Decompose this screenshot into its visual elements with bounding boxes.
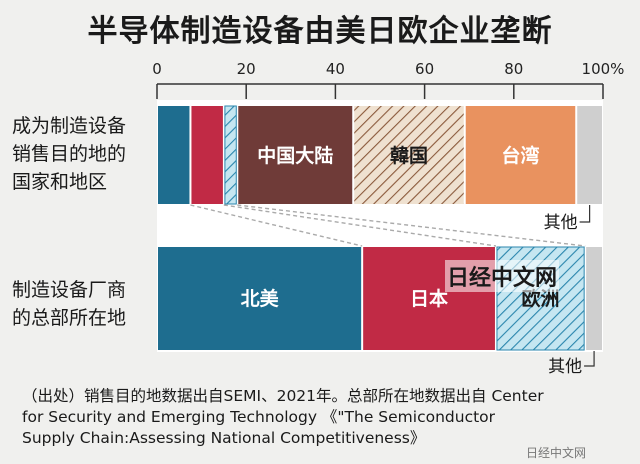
connector-line xyxy=(237,204,586,247)
row1-label: 成为制造设备 销售目的地的 国家和地区 xyxy=(12,115,127,193)
other-label: 其他 xyxy=(544,213,578,233)
row1-segment xyxy=(354,106,464,204)
other-callout-line xyxy=(584,351,595,367)
segment-label: 欧洲 xyxy=(522,287,560,310)
x-tick-label: 20 xyxy=(237,60,256,78)
segment-label: 台湾 xyxy=(501,144,539,167)
source-line-3: Supply Chain:Assessing National Competit… xyxy=(22,429,426,447)
row2-segment xyxy=(158,247,362,350)
connector-line xyxy=(223,204,497,247)
watermark: 日经中文网 xyxy=(445,260,560,292)
segment-label: 韓国 xyxy=(390,144,428,167)
x-tick-label: 80 xyxy=(504,60,523,78)
chart-title: 半导体制造设备由美日欧企业垄断 xyxy=(87,14,553,49)
other-callout-line xyxy=(579,205,591,223)
segment-label: 北美 xyxy=(241,287,280,310)
row1-segment xyxy=(158,106,190,204)
watermark-small: 日经中文网 xyxy=(526,446,587,460)
source-line-2: for Security and Emerging Technology 《"T… xyxy=(22,408,496,426)
row2-segment xyxy=(586,247,602,350)
x-tick-label: 40 xyxy=(326,60,345,78)
row1-segment xyxy=(465,106,576,204)
row1-segment xyxy=(577,106,602,204)
other-label: 其他 xyxy=(548,357,582,377)
segment-label: 中国大陆 xyxy=(257,144,333,167)
row1-segment xyxy=(224,105,237,205)
row1-segment xyxy=(191,106,223,204)
connector-line xyxy=(190,204,363,247)
segment-label: 日本 xyxy=(410,287,448,310)
x-tick-label: 60 xyxy=(415,60,434,78)
row2-label: 制造设备厂商 的总部所在地 xyxy=(12,279,127,329)
row1-segment xyxy=(238,106,353,204)
x-tick-label: 100% xyxy=(582,60,625,78)
x-tick-label: 0 xyxy=(152,60,162,78)
source-line-1: （出处）销售目的地数据出自SEMI、2021年。总部所在地数据出自 Center xyxy=(22,387,544,405)
